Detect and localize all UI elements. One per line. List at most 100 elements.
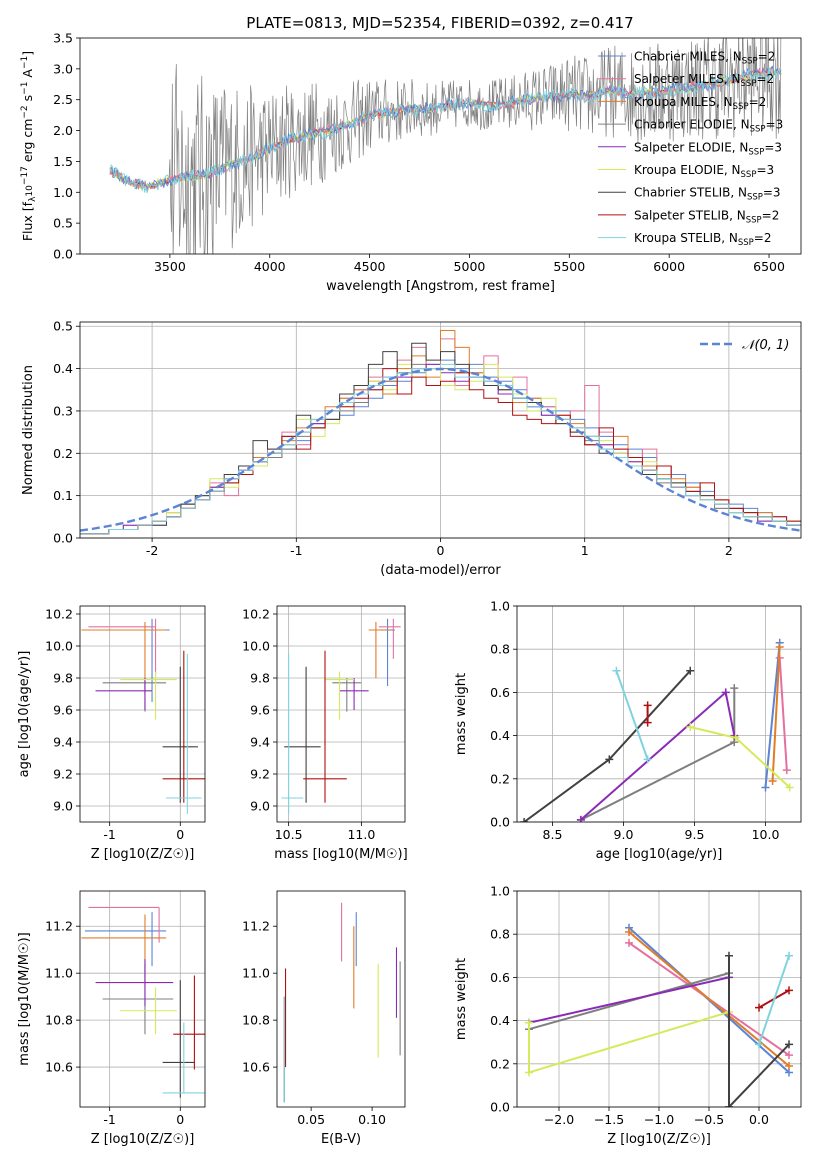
age-vs-Z-marks [81,618,205,814]
legend-entry: Salpeter ELODIE, NSSP=3 [634,140,782,157]
y-tick-label: 1.0 [490,599,510,614]
age-vs-Z-grid [80,606,205,822]
x-tick-label: 4000 [254,259,286,274]
y-tick-label: 10.2 [45,607,73,622]
weight-marker [761,783,770,792]
weight-marker [686,722,695,731]
x-tick-label: 6500 [753,259,785,274]
weight-vs-age-frame [516,605,802,823]
x-tick-label: 1 [581,543,589,558]
y-tick-label: 0.8 [490,927,510,942]
y-tick-label: 9.4 [250,735,270,750]
mass-vs-Z-frame [79,890,206,1108]
x-axis-label: wavelength [Angstrom, rest frame] [326,279,555,294]
weight-marker [785,951,793,960]
y-tick-label: 0.0 [53,247,73,262]
y-tick-label: 0.2 [53,446,73,461]
y-tick-label: 0.6 [490,685,510,700]
legend-entry: Chabrier MILES, NSSP=2 [634,50,775,67]
y-tick-label: 9.4 [53,735,73,750]
y-tick-label: 11.2 [45,919,73,934]
y-tick-label: 2.0 [53,123,73,138]
weight-marker [725,1103,733,1107]
y-tick-label: 11.0 [242,966,270,981]
residuals-marks [80,330,801,535]
weight-marker [775,643,784,652]
y-tick-label: 10.0 [45,639,73,654]
x-tick-label: 0 [176,1112,184,1127]
weight-marker [785,986,793,995]
y-tick-label: 0.4 [490,1013,510,1028]
y-tick-label: 10.6 [45,1060,73,1075]
weight-marker [731,733,740,742]
y-tick-label: 1.0 [490,884,510,899]
y-tick-label: 3.0 [53,61,73,76]
y-axis-label: age [log10(age/yr)] [17,651,32,778]
mass-vs-EBV-marks [283,902,401,1103]
weight-line [580,690,736,821]
y-tick-label: 10.6 [242,1060,270,1075]
y-axis-label: mass weight [454,958,469,1040]
spectrum-panel: 3500 4000 4500 5000 5500 6000 6500 0.0 0.5 1.0 1.5… [20,31,802,294]
x-axis-label: Z [log10(Z/Z☉)] [91,1132,195,1147]
weight-line [615,670,649,760]
x-tick-label: −0.5 [694,1112,724,1127]
x-tick-label: −1.5 [594,1112,624,1127]
residuals-frame [79,321,802,539]
x-tick-label: 9.5 [685,827,705,842]
y-tick-label: 0.2 [490,1056,510,1071]
weight-line [778,657,788,771]
legend-entry: Chabrier STELIB, NSSP=3 [634,186,781,203]
y-tick-label: 9.6 [250,703,270,718]
weight-marker [520,818,529,822]
x-axis-label: age [log10(age/yr)] [596,847,723,862]
legend-entry: Salpeter STELIB, NSSP=2 [634,208,779,225]
y-tick-label: 11.2 [242,919,270,934]
age-vs-Z-panel: -1 0 9.0 9.2 9.4 9.6 9.8 10.0 10.2 Z [log10(Z/Z☉)… [17,605,206,862]
x-tick-label: 2 [725,543,733,558]
y-tick-label: 1.5 [53,154,73,169]
x-axis-label: Z [log10(Z/Z☉)] [91,847,195,862]
y-tick-label: 9.8 [250,671,270,686]
weight-marker [525,1018,533,1027]
weight-marker [755,1040,763,1049]
legend-entry: Salpeter MILES, NSSP=2 [634,72,774,89]
weight-line [764,642,781,788]
y-tick-label: 0.2 [490,771,510,786]
weight-vs-Z-marks [525,923,793,1107]
age-vs-mass-marks [281,618,401,814]
y-tick-label: 9.2 [53,767,73,782]
y-tick-label: 0.6 [490,970,510,985]
x-tick-label: 3500 [154,259,186,274]
weight-marker [755,1003,763,1012]
x-tick-label: 9.0 [614,827,634,842]
plot-layer: 3500 4000 4500 5000 5500 6000 6500 0.0 0.5 1.0 1.5… [17,31,802,1147]
y-tick-label: 0.4 [490,728,510,743]
age-vs-Z-frame [79,605,206,823]
weight-marker [785,1040,793,1049]
x-tick-label: 4500 [354,259,386,274]
y-tick-label: 0.8 [490,642,510,657]
y-tick-label: 0.1 [53,488,73,503]
weight-vs-Z-panel: −2.0 −1.5 −1.0 −0.5 0.0 0.0 0.2 0.4 0.6 0.8 1.0 Z [… [454,884,802,1147]
y-tick-label: 9.0 [250,799,270,814]
legend-entry: Kroupa STELIB, NSSP=2 [634,231,772,248]
x-tick-label: 0.05 [297,1112,325,1127]
y-axis-label: Flux [fλ10−17 erg cm−2 s−1 A−1] [20,51,38,241]
weight-line [728,955,790,1107]
weight-marker [725,951,733,960]
mass-vs-EBV-panel: 0.05 0.10 10.6 10.8 11.0 11.2 E(B-V) [242,890,406,1147]
x-axis-label: E(B-V) [321,1132,361,1147]
weight-marker [768,776,777,785]
legend-entry: Kroupa ELODIE, NSSP=3 [634,163,774,180]
y-tick-label: 1.0 [53,185,73,200]
figure-title: PLATE=0813, MJD=52354, FIBERID=0392, z=0… [246,14,633,32]
histogram-step [80,363,801,535]
y-tick-label: 0.3 [53,403,73,418]
x-axis-label: (data-model)/error [380,563,501,578]
weight-marker [782,766,791,775]
legend-entry: Kroupa MILES, NSSP=2 [634,95,766,112]
weight-marker [605,755,614,764]
x-tick-label: -2 [146,543,158,558]
